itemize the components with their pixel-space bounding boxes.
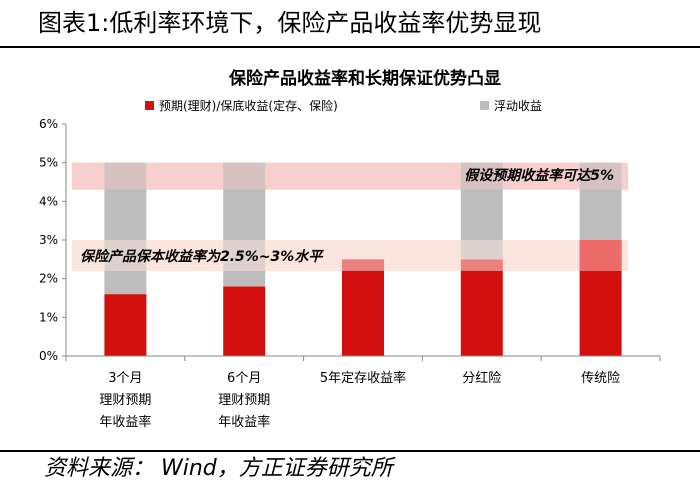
bar-floating-4 bbox=[579, 162, 622, 240]
band-lower-overlay bbox=[72, 240, 628, 271]
legend-swatch-floating bbox=[480, 101, 489, 110]
annotation-labels: 假设预期收益率可达5% 保险产品保本收益率为2.5%~3%水平 bbox=[80, 167, 614, 265]
figure-title: 图表1:低利率环境下，保险产品收益率优势显现 bbox=[38, 9, 542, 37]
band-upper-overlay bbox=[72, 162, 628, 190]
x-tick-label-2: 5年定存收益率 bbox=[320, 370, 406, 386]
annotation-label-lower: 保险产品保本收益率为2.5%~3%水平 bbox=[80, 248, 324, 265]
y-tick-label-3: 3% bbox=[39, 233, 58, 247]
source-note: 资料来源： Wind，方正证券研究所 bbox=[44, 456, 393, 481]
x-tick-label-3: 分红险 bbox=[462, 370, 501, 386]
legend-label-floating: 浮动收益 bbox=[494, 99, 542, 113]
chart-area: 保险产品收益率和长期保证优势凸显 预期(理财)/保底收益(定存、保险) 浮动收益… bbox=[39, 68, 661, 430]
chart-title: 保险产品收益率和长期保证优势凸显 bbox=[228, 68, 501, 89]
y-tick-label-2: 2% bbox=[39, 272, 58, 286]
bar-fixed-2 bbox=[342, 259, 384, 356]
y-tick-label-5: 5% bbox=[39, 156, 58, 170]
bars bbox=[72, 162, 628, 356]
legend-label-fixed: 预期(理财)/保底收益(定存、保险) bbox=[159, 98, 338, 113]
axes: 0% 1% 2% 3% 4% 5% 6% 3个月理财预期年收益率 6个月理财预期年收益率 5年定存… bbox=[39, 117, 661, 430]
y-tick-label-6: 6% bbox=[39, 117, 58, 131]
bar-floating-0 bbox=[104, 162, 147, 295]
x-tick-label-1: 6个月理财预期年收益率 bbox=[218, 371, 270, 430]
bar-fixed-3 bbox=[460, 259, 503, 356]
y-tick-label-1: 1% bbox=[39, 310, 58, 324]
y-tick-label-0: 0% bbox=[39, 349, 58, 363]
bar-fixed-0 bbox=[104, 294, 147, 356]
legend: 预期(理财)/保底收益(定存、保险) 浮动收益 bbox=[145, 98, 542, 113]
bar-highlight-4 bbox=[579, 240, 622, 271]
x-tick-label-4: 传统险 bbox=[581, 371, 620, 386]
band-upper bbox=[72, 162, 628, 190]
bar-fixed-1 bbox=[223, 286, 266, 356]
annotation-label-upper: 假设预期收益率可达5% bbox=[464, 167, 614, 184]
y-tick-label-4: 4% bbox=[39, 194, 58, 208]
legend-swatch-fixed bbox=[145, 101, 154, 110]
top-rule bbox=[0, 46, 700, 48]
bottom-rule bbox=[0, 450, 700, 452]
x-tick-label-0: 3个月理财预期年收益率 bbox=[99, 371, 151, 430]
